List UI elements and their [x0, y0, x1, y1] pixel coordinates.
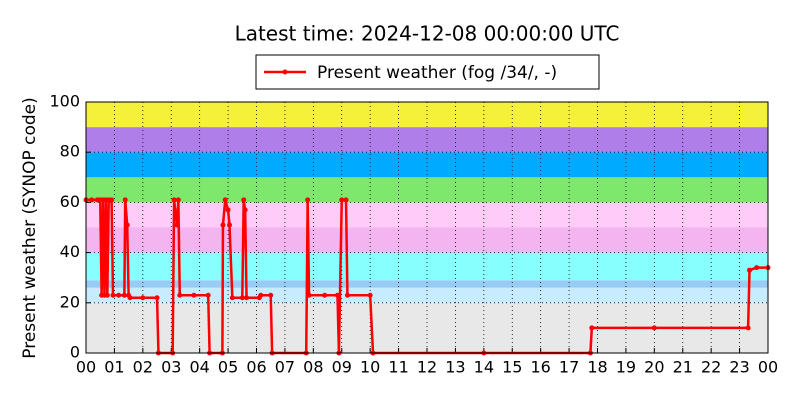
- data-point: [121, 292, 127, 298]
- x-tick-label: 19: [616, 358, 636, 377]
- data-point: [222, 197, 228, 203]
- y-tick-label: 20: [60, 292, 80, 311]
- data-point: [116, 292, 122, 298]
- x-tick-label: 12: [417, 358, 437, 377]
- x-tick-label: 11: [388, 358, 408, 377]
- data-point: [244, 295, 250, 301]
- x-tick-label: 15: [502, 358, 522, 377]
- x-tick-label: 18: [587, 358, 607, 377]
- data-point: [268, 292, 274, 298]
- x-tick-label: 20: [644, 358, 664, 377]
- y-tick-label: 0: [70, 343, 80, 362]
- data-point: [229, 295, 235, 301]
- y-axis-label: Present weather (SYNOP code): [20, 97, 40, 358]
- data-point: [177, 292, 183, 298]
- data-point: [89, 197, 95, 203]
- x-tick-label: 08: [303, 358, 323, 377]
- data-point: [175, 197, 181, 203]
- data-point: [745, 325, 751, 331]
- background-band: [86, 127, 768, 153]
- x-tick-label: 00: [758, 358, 778, 377]
- background-band: [86, 227, 768, 253]
- data-point: [154, 295, 160, 301]
- data-point: [754, 265, 760, 271]
- x-tick-label: 14: [474, 358, 494, 377]
- x-tick-label: 21: [673, 358, 693, 377]
- data-point: [205, 292, 211, 298]
- data-point: [322, 292, 328, 298]
- x-tick-label: 07: [275, 358, 295, 377]
- data-point: [239, 295, 245, 301]
- data-point: [104, 292, 110, 298]
- x-tick-label: 01: [104, 358, 124, 377]
- data-point: [651, 325, 657, 331]
- x-tick-label: 16: [530, 358, 550, 377]
- x-tick-label: 17: [559, 358, 579, 377]
- data-point: [127, 295, 133, 301]
- data-point: [242, 207, 248, 213]
- x-tick-label: 03: [161, 358, 181, 377]
- data-point: [122, 197, 128, 203]
- plot-frame: [85, 101, 769, 354]
- data-point: [225, 207, 231, 213]
- legend-label: Present weather (fog /34/, -): [317, 63, 557, 83]
- data-point: [241, 197, 247, 203]
- y-tick-label: 40: [60, 242, 80, 261]
- x-tick-label: 22: [701, 358, 721, 377]
- data-point: [174, 222, 180, 228]
- x-tick-label: 02: [133, 358, 153, 377]
- x-tick-label: 10: [360, 358, 380, 377]
- data-point: [109, 197, 115, 203]
- data-point: [227, 222, 233, 228]
- data-point: [220, 222, 226, 228]
- data-point: [344, 292, 350, 298]
- y-tick-label: 100: [49, 92, 80, 111]
- legend-box: [255, 54, 600, 90]
- background-band: [86, 287, 768, 303]
- x-tick-label: 13: [445, 358, 465, 377]
- x-tick-label: 23: [729, 358, 749, 377]
- x-tick-label: 06: [246, 358, 266, 377]
- x-tick-label: 04: [189, 358, 209, 377]
- legend-marker: [282, 69, 288, 75]
- chart-title: Latest time: 2024-12-08 00:00:00 UTC: [235, 22, 620, 46]
- data-point: [124, 222, 130, 228]
- data-point: [367, 292, 373, 298]
- data-point: [589, 325, 595, 331]
- data-point: [171, 197, 177, 203]
- data-point: [191, 292, 197, 298]
- data-point: [343, 197, 349, 203]
- background-band: [86, 152, 768, 178]
- data-point: [334, 292, 340, 298]
- data-point: [258, 292, 264, 298]
- data-point: [747, 267, 753, 273]
- y-tick-label: 60: [60, 192, 80, 211]
- x-tick-label: 09: [332, 358, 352, 377]
- x-tick-label: 00: [76, 358, 96, 377]
- data-point: [110, 292, 116, 298]
- x-tick-label: 05: [218, 358, 238, 377]
- data-line: [86, 198, 768, 355]
- background-band: [86, 280, 768, 288]
- data-point: [339, 197, 345, 203]
- data-point: [306, 292, 312, 298]
- y-tick-label: 80: [60, 142, 80, 161]
- data-point: [140, 295, 146, 301]
- data-point: [305, 197, 311, 203]
